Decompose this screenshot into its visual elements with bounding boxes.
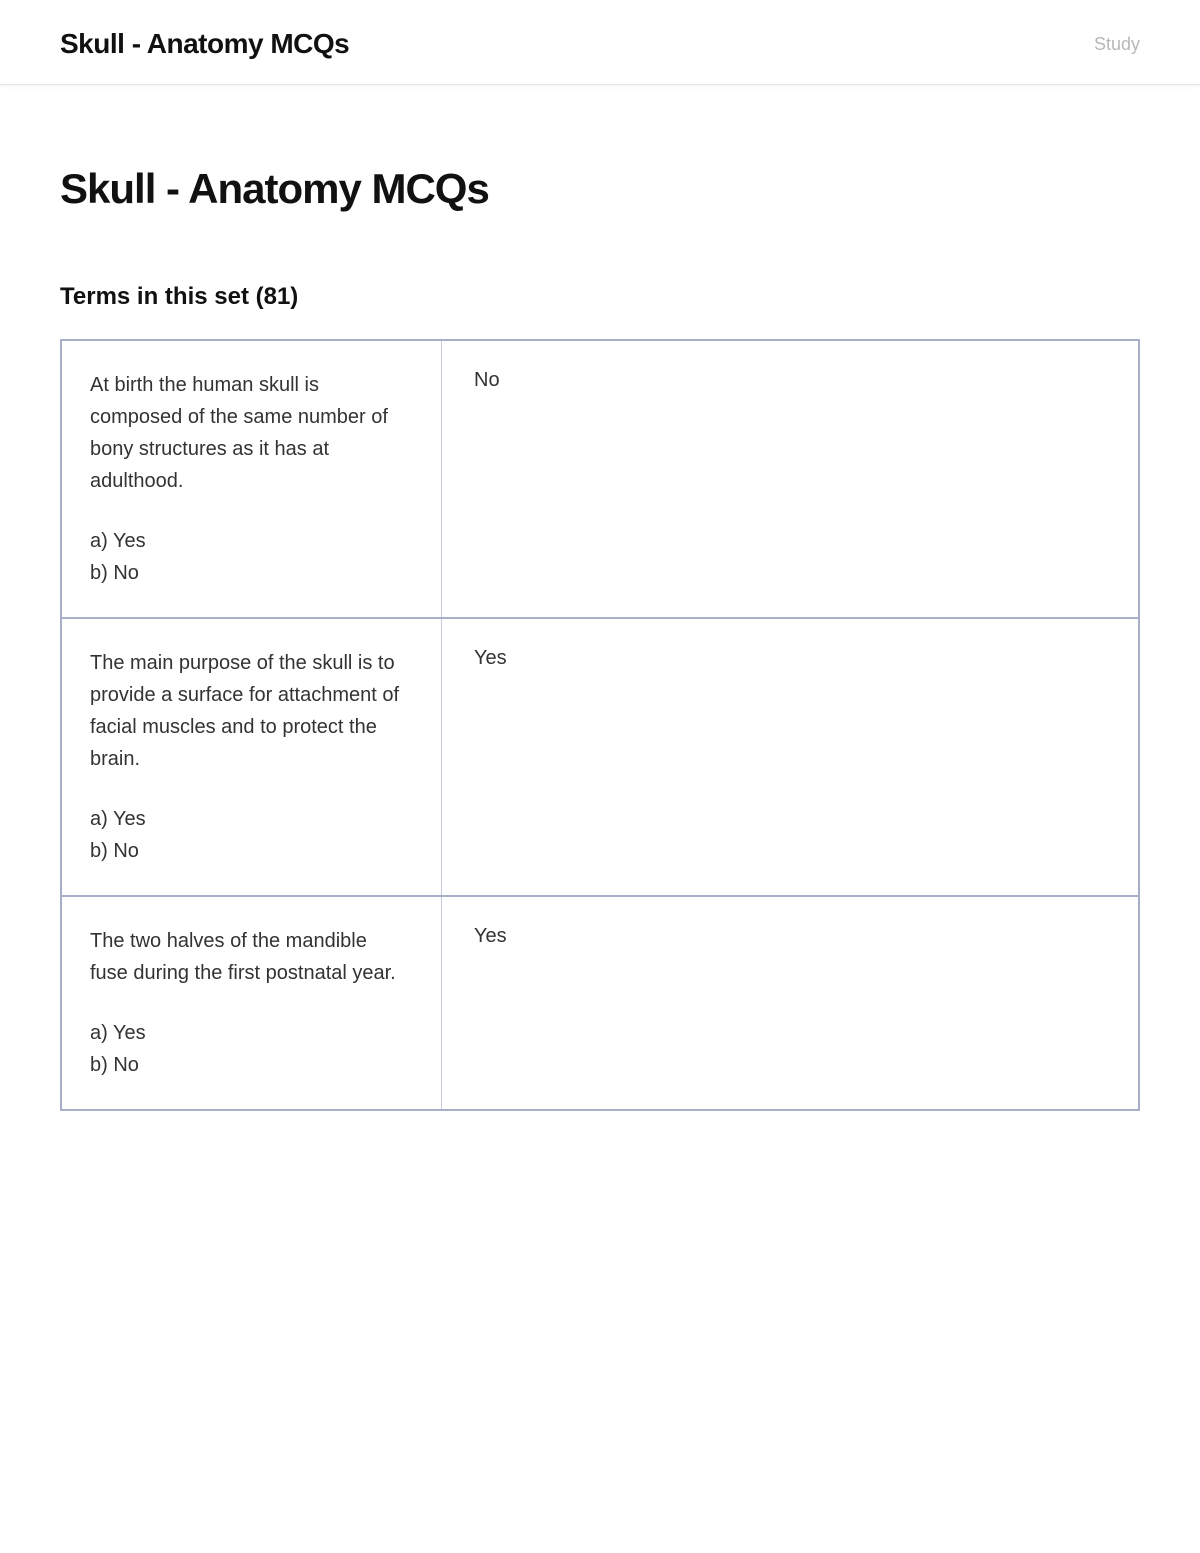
question-option-a: a) Yes xyxy=(90,525,409,557)
question-stem: At birth the human skull is composed of … xyxy=(90,369,409,497)
flashcard-answer: No xyxy=(442,341,1138,617)
question-option-a: a) Yes xyxy=(90,803,409,835)
page-header: Skull - Anatomy MCQs Study xyxy=(0,0,1200,85)
flashcard-row: The two halves of the mandible fuse duri… xyxy=(62,897,1138,1109)
page-title: Skull - Anatomy MCQs xyxy=(60,165,1140,213)
question-option-b: b) No xyxy=(90,1049,409,1081)
question-option-a: a) Yes xyxy=(90,1017,409,1049)
flashcard-question: The two halves of the mandible fuse duri… xyxy=(62,897,442,1109)
flashcard-question: At birth the human skull is composed of … xyxy=(62,341,442,617)
flashcard-question: The main purpose of the skull is to prov… xyxy=(62,619,442,895)
terms-heading: Terms in this set (81) xyxy=(60,283,1140,311)
nav-study-link[interactable]: Study xyxy=(1094,34,1140,55)
flashcard-answer: Yes xyxy=(442,619,1138,895)
question-option-b: b) No xyxy=(90,557,409,589)
flashcard-row: The main purpose of the skull is to prov… xyxy=(62,619,1138,897)
header-title: Skull - Anatomy MCQs xyxy=(60,28,349,60)
question-stem: The main purpose of the skull is to prov… xyxy=(90,647,409,775)
flashcard-answer: Yes xyxy=(442,897,1138,1109)
main-content: Skull - Anatomy MCQs Terms in this set (… xyxy=(0,85,1200,1151)
question-stem: The two halves of the mandible fuse duri… xyxy=(90,925,409,989)
flashcard-list: At birth the human skull is composed of … xyxy=(60,339,1140,1111)
flashcard-row: At birth the human skull is composed of … xyxy=(62,341,1138,619)
question-option-b: b) No xyxy=(90,835,409,867)
